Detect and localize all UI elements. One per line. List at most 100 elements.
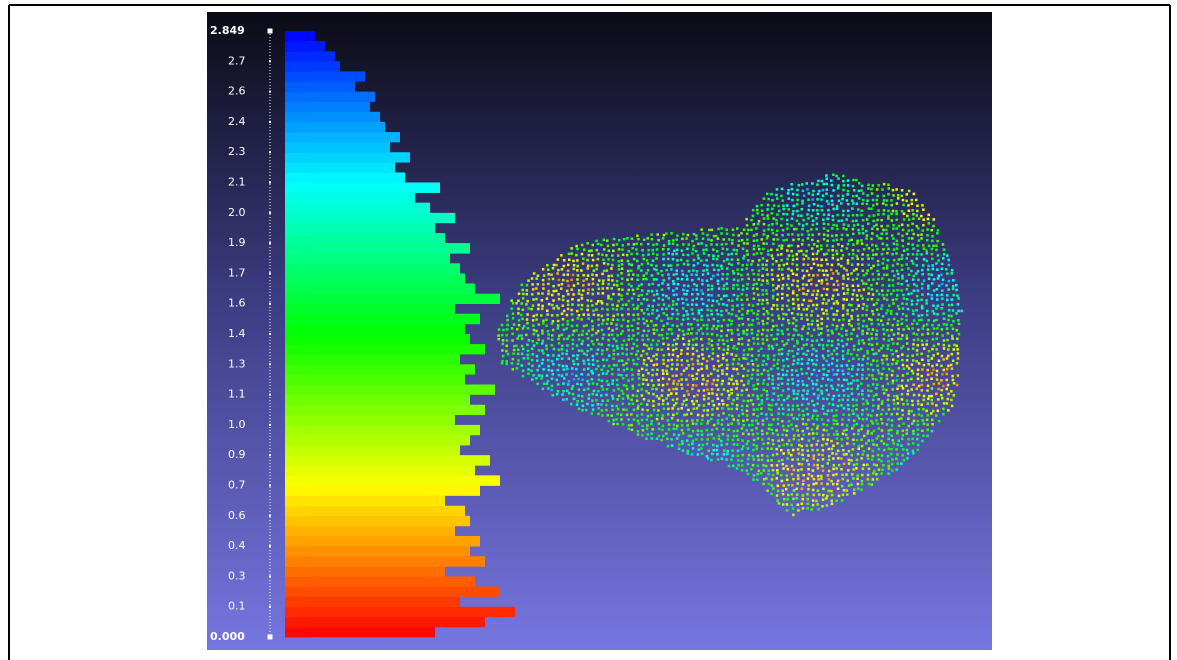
point: [681, 297, 684, 301]
point: [652, 354, 655, 358]
point: [826, 344, 829, 347]
point: [820, 384, 823, 388]
point: [800, 243, 804, 246]
point: [620, 389, 624, 393]
point: [686, 303, 689, 306]
point: [825, 497, 828, 500]
point: [673, 249, 676, 253]
point: [726, 345, 730, 348]
point: [810, 334, 813, 338]
point: [932, 289, 936, 292]
point: [756, 369, 759, 372]
point: [616, 347, 619, 350]
point: [732, 284, 735, 287]
point: [902, 212, 906, 215]
point: [735, 368, 739, 371]
point: [511, 339, 514, 342]
point: [765, 259, 769, 262]
point: [536, 274, 540, 277]
point: [811, 252, 815, 256]
point: [811, 499, 815, 502]
point: [655, 243, 659, 246]
point: [720, 264, 723, 268]
point: [680, 428, 684, 432]
point: [847, 449, 851, 453]
point: [857, 228, 860, 232]
point: [757, 403, 761, 406]
point: [892, 227, 895, 230]
point: [812, 392, 816, 396]
point: [667, 239, 671, 243]
point: [612, 418, 615, 422]
point: [752, 384, 755, 387]
bar: [285, 152, 410, 163]
point: [830, 227, 834, 230]
point: [582, 257, 585, 260]
point: [685, 378, 688, 381]
point: [860, 482, 864, 486]
point: [721, 399, 724, 402]
point: [697, 355, 700, 358]
point: [560, 254, 563, 257]
point: [702, 248, 705, 252]
point: [630, 263, 633, 267]
point: [867, 263, 870, 267]
tick-mark: [269, 211, 271, 214]
point: [840, 384, 844, 388]
point: [796, 198, 799, 202]
bar: [285, 121, 385, 133]
point: [628, 402, 631, 406]
point: [915, 302, 919, 306]
point: [798, 413, 801, 417]
point: [571, 273, 575, 277]
point: [562, 337, 566, 341]
point: [830, 183, 834, 187]
point: [801, 269, 804, 272]
point: [950, 398, 953, 402]
point: [726, 449, 729, 453]
point: [625, 413, 629, 417]
point: [641, 429, 645, 432]
point: [846, 442, 849, 445]
point: [882, 202, 885, 205]
point: [825, 188, 828, 191]
point: [905, 324, 909, 328]
point: [891, 388, 894, 391]
point: [712, 378, 716, 382]
point: [767, 197, 770, 201]
point: [812, 454, 815, 457]
point: [825, 252, 829, 256]
point: [620, 374, 623, 377]
point: [562, 309, 566, 313]
point: [882, 248, 885, 251]
point: [902, 297, 906, 300]
point: [772, 354, 776, 357]
point: [637, 422, 641, 425]
point: [531, 283, 534, 286]
point: [785, 218, 789, 222]
point: [712, 257, 715, 261]
point: [910, 410, 913, 413]
point: [526, 313, 529, 316]
point: [801, 199, 804, 203]
point: [822, 487, 825, 491]
point: [811, 387, 814, 390]
point: [667, 343, 670, 347]
point: [867, 367, 870, 371]
point: [861, 253, 864, 256]
point: [552, 362, 555, 366]
point: [670, 438, 673, 441]
point: [782, 452, 785, 455]
point: [872, 463, 876, 466]
point: [595, 367, 598, 371]
point: [796, 474, 800, 477]
point: [845, 364, 849, 367]
point: [793, 328, 796, 331]
point: [742, 357, 745, 360]
point: [927, 284, 930, 287]
point: [912, 274, 915, 278]
point: [957, 297, 960, 300]
point: [580, 303, 584, 307]
point: [805, 293, 808, 296]
point: [895, 379, 898, 382]
